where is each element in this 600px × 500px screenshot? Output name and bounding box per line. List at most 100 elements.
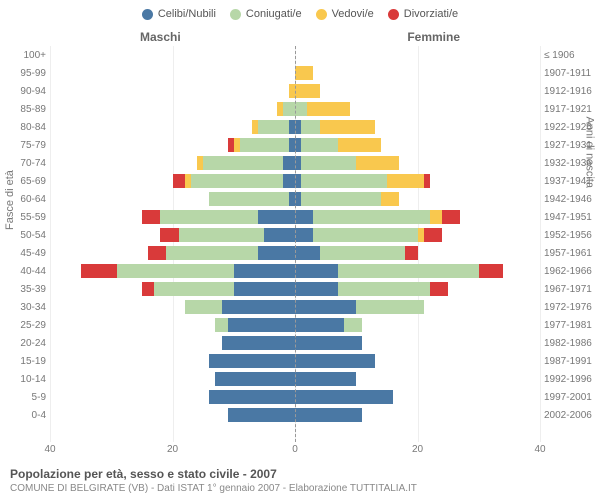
legend-item: Divorziati/e [388, 8, 458, 20]
bar-seg-male [209, 390, 295, 404]
bar-seg-male [283, 102, 295, 116]
bar-seg-male [234, 282, 295, 296]
legend: Celibi/Nubili Coniugati/e Vedovi/e Divorzia… [0, 0, 600, 24]
age-label: 45-49 [2, 248, 46, 259]
bar-seg-female [301, 156, 356, 170]
bar-seg-female [295, 372, 356, 386]
bar-seg-male [222, 300, 296, 314]
age-label: 75-79 [2, 140, 46, 151]
bar-seg-female [424, 174, 430, 188]
bar-seg-female [301, 174, 387, 188]
birth-label: 1992-1996 [544, 374, 598, 385]
bar-seg-male [234, 264, 295, 278]
birth-label: 1957-1961 [544, 248, 598, 259]
bar-seg-male [252, 120, 258, 134]
birth-label: 1907-1911 [544, 68, 598, 79]
bar-seg-female [295, 318, 344, 332]
birth-label: 1922-1926 [544, 122, 598, 133]
bar-seg-female [313, 210, 429, 224]
x-tick: 40 [534, 444, 545, 455]
legend-item: Coniugati/e [230, 8, 302, 20]
bar-seg-female [295, 66, 313, 80]
age-label: 30-34 [2, 302, 46, 313]
age-label: 10-14 [2, 374, 46, 385]
age-label: 5-9 [2, 392, 46, 403]
age-label: 70-74 [2, 158, 46, 169]
bar-seg-female [479, 264, 504, 278]
bar-seg-female [356, 300, 423, 314]
bar-seg-female [295, 300, 356, 314]
bar-seg-female [307, 102, 350, 116]
x-tick: 20 [167, 444, 178, 455]
bar-seg-female [295, 354, 375, 368]
birth-label: 1977-1981 [544, 320, 598, 331]
legend-swatch [142, 9, 153, 20]
age-label: 35-39 [2, 284, 46, 295]
bar-seg-female [442, 210, 460, 224]
bar-seg-male [142, 282, 154, 296]
bar-seg-female [301, 192, 381, 206]
bar-seg-male [166, 246, 258, 260]
bar-seg-male [228, 318, 295, 332]
bar-seg-male [283, 174, 295, 188]
bar-seg-female [295, 336, 362, 350]
bar-seg-female [338, 264, 479, 278]
bar-seg-female [295, 408, 362, 422]
bar-seg-female [338, 138, 381, 152]
birth-label: 1942-1946 [544, 194, 598, 205]
bar-seg-male [185, 174, 191, 188]
age-label: 65-69 [2, 176, 46, 187]
bar-seg-male [148, 246, 166, 260]
bar-seg-male [154, 282, 234, 296]
birth-label: 1972-1976 [544, 302, 598, 313]
bar-seg-female [320, 120, 375, 134]
legend-label: Divorziati/e [404, 8, 458, 20]
bar-seg-male [215, 372, 295, 386]
birth-label: 2002-2006 [544, 410, 598, 421]
footer: Popolazione per età, sesso e stato civil… [10, 467, 590, 494]
age-label: 90-94 [2, 86, 46, 97]
bar-seg-female [356, 156, 399, 170]
legend-swatch [388, 9, 399, 20]
bar-seg-female [295, 102, 307, 116]
age-label: 95-99 [2, 68, 46, 79]
bar-seg-male [240, 138, 289, 152]
bar-seg-male [228, 408, 295, 422]
birth-label: 1987-1991 [544, 356, 598, 367]
bar-seg-female [313, 228, 417, 242]
bar-seg-female [295, 228, 313, 242]
age-label: 80-84 [2, 122, 46, 133]
bar-seg-male [283, 156, 295, 170]
legend-item: Celibi/Nubili [142, 8, 216, 20]
age-label: 40-44 [2, 266, 46, 277]
chart-area: 100+≤ 190695-991907-191190-941912-191685… [50, 46, 540, 442]
center-line [295, 46, 296, 442]
bar-seg-male [215, 318, 227, 332]
legend-label: Vedovi/e [332, 8, 374, 20]
birth-label: 1952-1956 [544, 230, 598, 241]
header-female: Femmine [407, 30, 460, 44]
bar-seg-male [222, 336, 296, 350]
gender-headers: Maschi Femmine [0, 30, 600, 44]
bar-seg-male [258, 210, 295, 224]
bar-seg-female [295, 390, 393, 404]
birth-label: 1967-1971 [544, 284, 598, 295]
age-label: 0-4 [2, 410, 46, 421]
bar-seg-male [209, 354, 295, 368]
bar-seg-male [81, 264, 118, 278]
birth-label: 1932-1936 [544, 158, 598, 169]
legend-item: Vedovi/e [316, 8, 374, 20]
x-tick: 0 [292, 444, 298, 455]
legend-swatch [230, 9, 241, 20]
bar-seg-female [295, 264, 338, 278]
legend-swatch [316, 9, 327, 20]
birth-label: 1997-2001 [544, 392, 598, 403]
bar-seg-male [264, 228, 295, 242]
birth-label: ≤ 1906 [544, 50, 598, 61]
bar-seg-female [320, 246, 406, 260]
chart-title: Popolazione per età, sesso e stato civil… [10, 467, 590, 481]
bar-seg-male [173, 174, 185, 188]
bar-seg-male [191, 174, 283, 188]
bar-seg-male [258, 120, 289, 134]
legend-label: Coniugati/e [246, 8, 302, 20]
